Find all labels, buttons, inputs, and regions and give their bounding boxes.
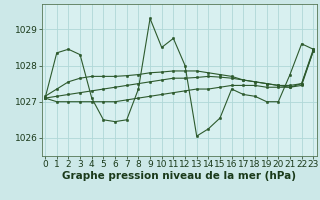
X-axis label: Graphe pression niveau de la mer (hPa): Graphe pression niveau de la mer (hPa) [62, 171, 296, 181]
